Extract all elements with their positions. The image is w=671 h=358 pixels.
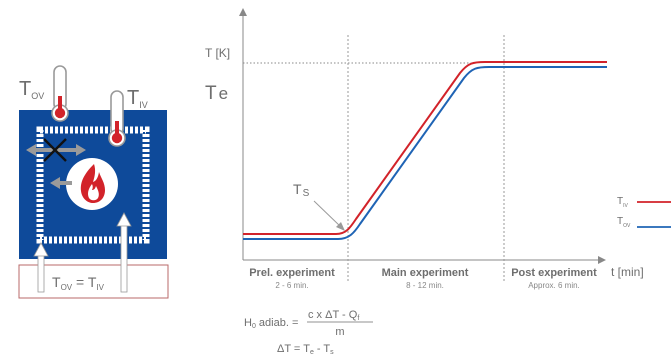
thermometer-inner-icon — [108, 90, 126, 147]
x-axis-label: t [min] — [611, 265, 644, 279]
series-line-t-ov — [243, 66, 607, 240]
label-t-ov: TOV — [19, 78, 44, 101]
arrow-up-icon — [33, 212, 132, 293]
formula-denominator: m — [335, 326, 344, 338]
x-axis-arrow — [598, 256, 606, 264]
phase-label-post: Post experiment — [511, 267, 597, 279]
legend-label-t-ov: TOV — [617, 216, 631, 229]
equation-t-ov-t-iv: TOV = TIV — [52, 274, 105, 292]
phase-label-prel: Prel. experiment — [249, 267, 335, 279]
formula-h-lhs: H0 adiab. = — [244, 317, 298, 330]
arrow-left-icon — [50, 177, 72, 189]
formulas: H0 adiab. = c x ΔT - Qf m ΔT = Te - Ts — [244, 309, 373, 356]
legend: TIV TOV — [617, 196, 671, 229]
ts-label: TS — [293, 181, 310, 199]
apparatus: TOV TIV TOV = TIV — [18, 65, 169, 299]
ts-pointer-arrowhead — [336, 222, 345, 231]
y-axis-arrow — [239, 8, 247, 16]
series-line-t-iv — [243, 61, 607, 235]
phase-duration-prel: 2 - 6 min. — [275, 281, 308, 290]
formula-delta-t: ΔT = Te - Ts — [277, 343, 334, 356]
flame-icon — [80, 164, 105, 203]
phase-label-main: Main experiment — [382, 267, 469, 279]
phase-duration-post: Approx. 6 min. — [528, 281, 580, 290]
phase-duration-main: 8 - 12 min. — [406, 281, 444, 290]
thermometer-outer-icon — [51, 65, 69, 122]
y-axis-label: T [K] — [205, 46, 230, 60]
ts-pointer — [313, 200, 342, 228]
formula-numerator: c x ΔT - Qf — [308, 309, 359, 322]
label-t-iv: TIV — [127, 87, 148, 110]
insulation-wall — [36, 126, 150, 244]
legend-label-t-iv: TIV — [617, 196, 628, 209]
heat-flow-blocked-icon — [26, 138, 86, 162]
